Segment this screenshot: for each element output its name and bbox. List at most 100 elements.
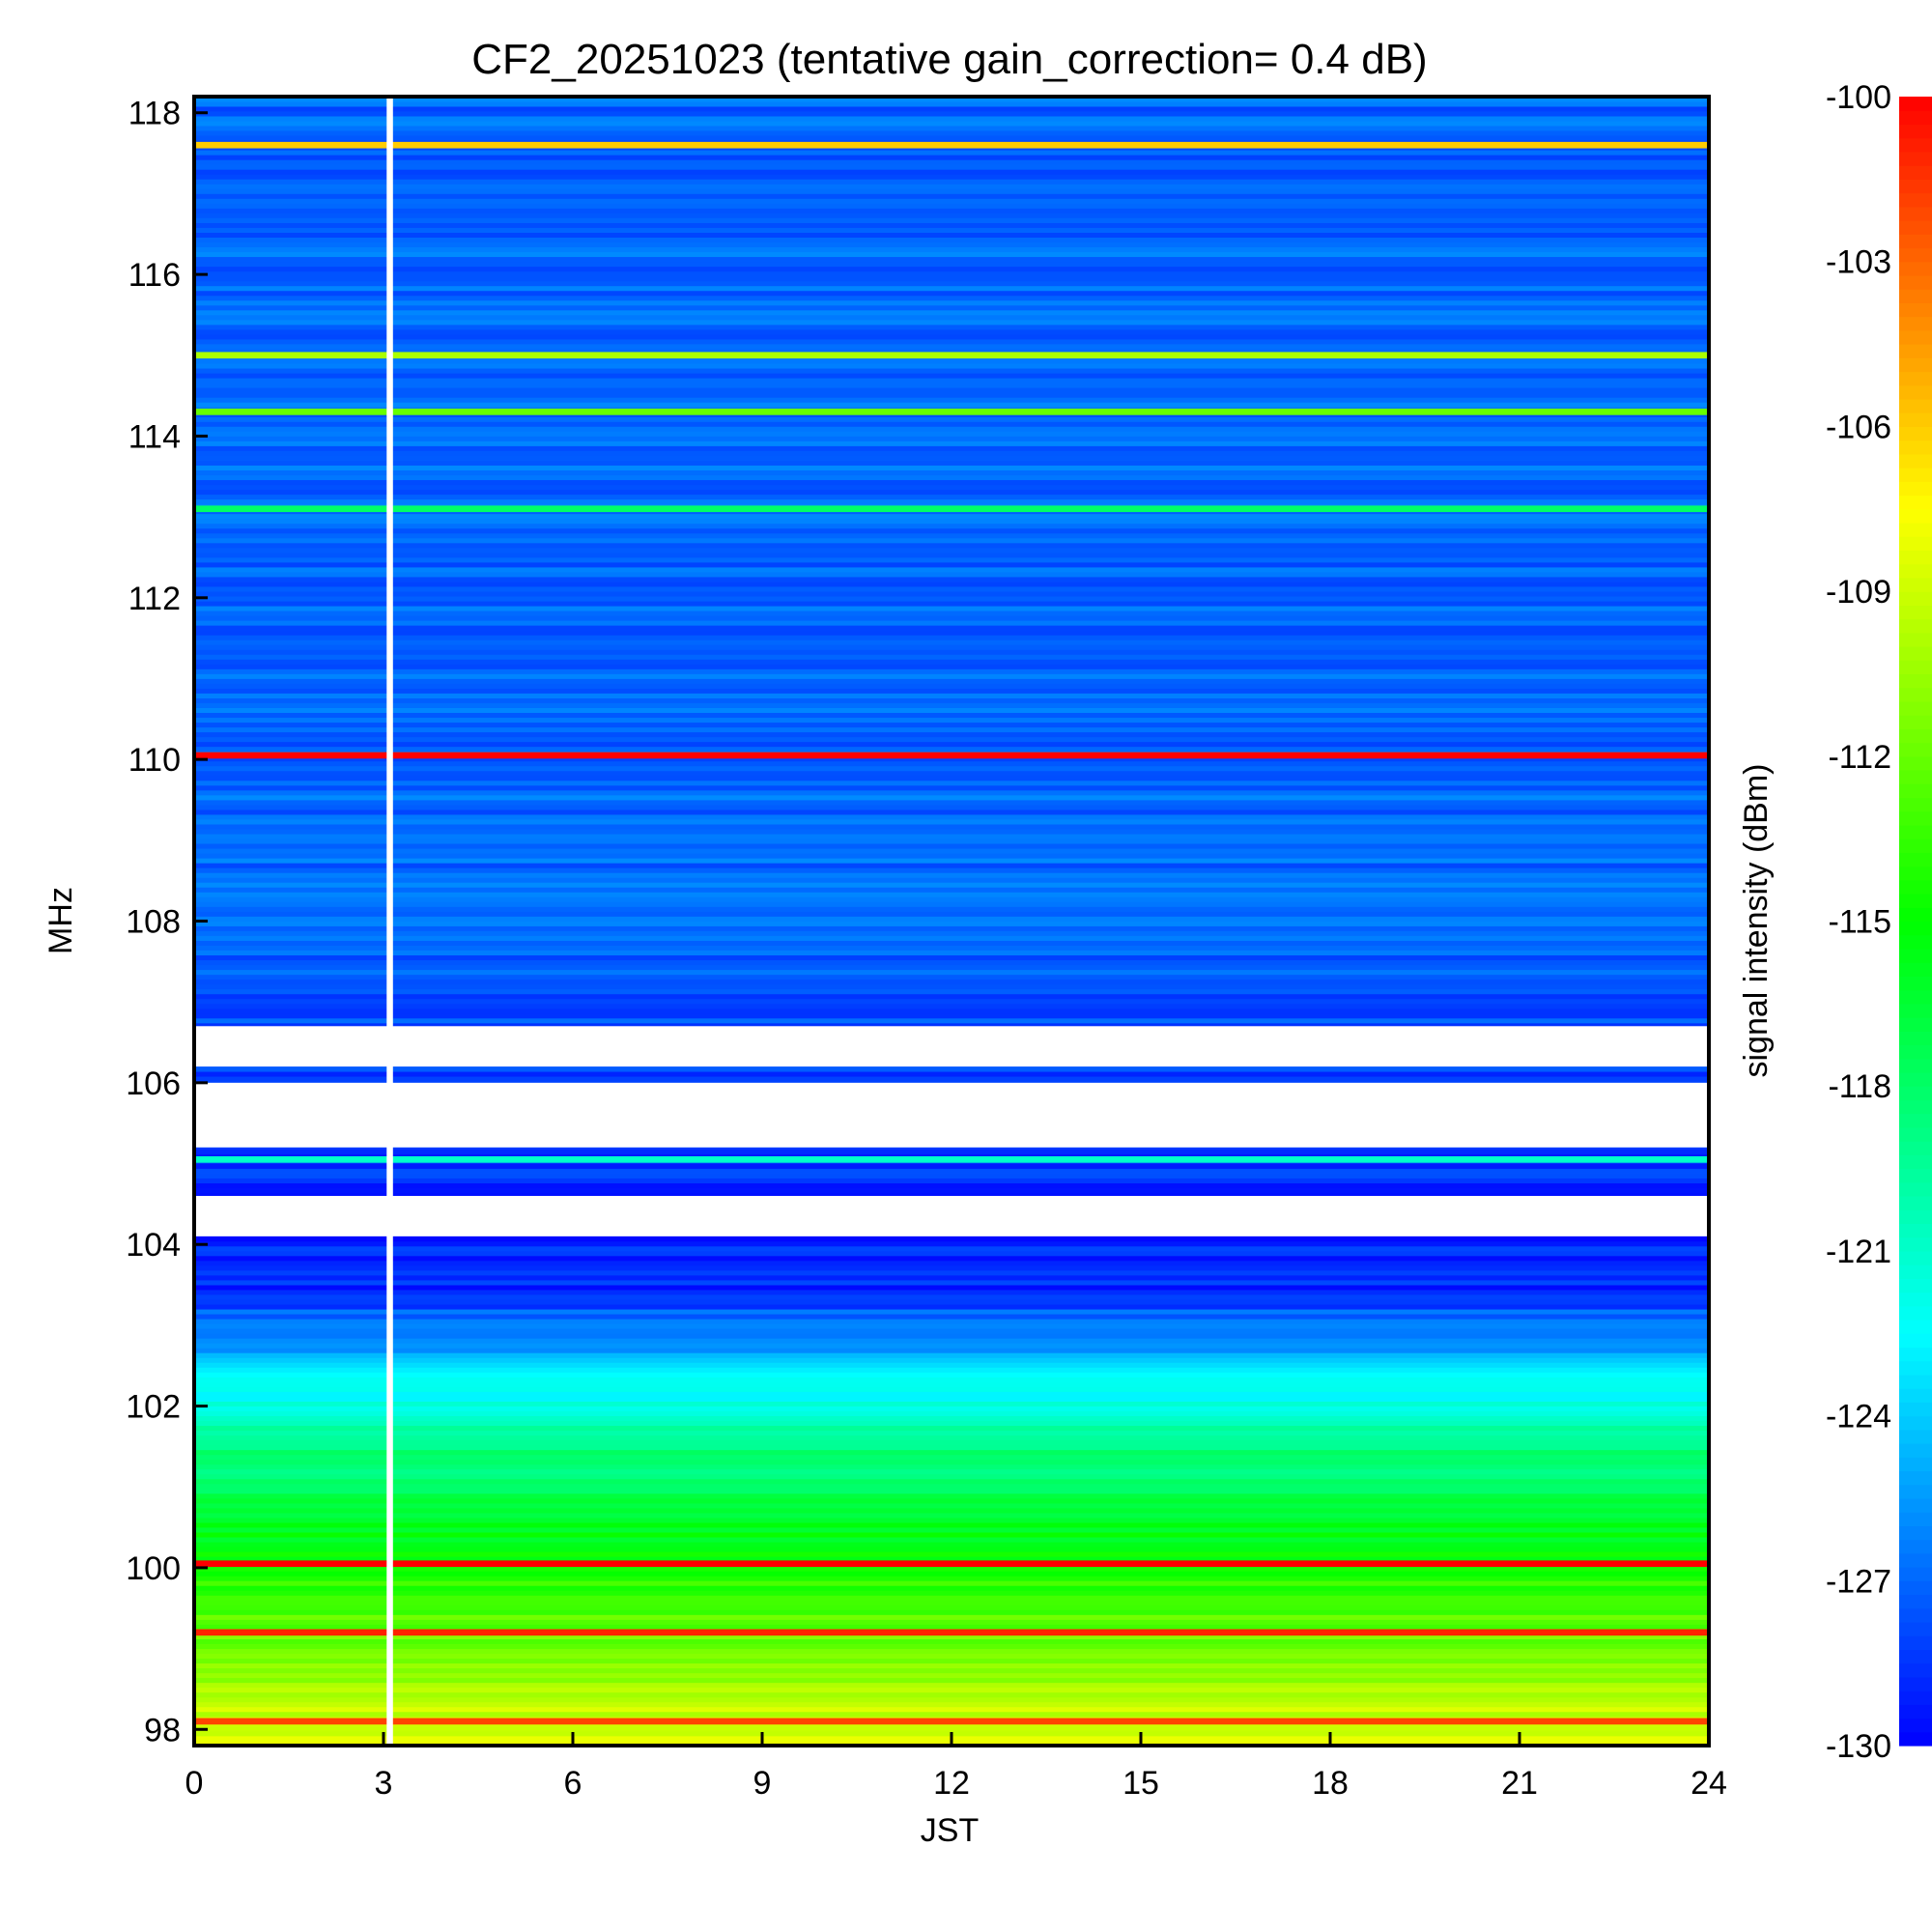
colorbar-segment — [1899, 838, 1932, 853]
heatmap-row — [194, 1071, 1709, 1077]
heatmap-row — [194, 896, 1709, 902]
colorbar-segment — [1899, 192, 1932, 208]
heatmap-row — [194, 1662, 1709, 1669]
heatmap-row — [194, 611, 1709, 616]
heatmap-row — [194, 1518, 1709, 1523]
heatmap-row — [194, 1502, 1709, 1509]
heatmap-row — [194, 1017, 1709, 1024]
heatmap-row — [194, 1701, 1709, 1708]
colorbar-segment — [1899, 261, 1932, 276]
heatmap-row — [194, 494, 1709, 500]
colorbar-segment — [1899, 1196, 1932, 1210]
heatmap-row — [194, 1386, 1709, 1392]
heatmap-row — [194, 620, 1709, 626]
heatmap-row — [194, 193, 1709, 199]
colorbar-segment — [1899, 1567, 1932, 1581]
heatmap-row — [194, 1696, 1709, 1703]
colorbar-segment — [1899, 755, 1932, 771]
heatmap-row — [194, 755, 1709, 762]
blank-region — [194, 1026, 1709, 1067]
heatmap-row — [194, 319, 1709, 326]
heatmap-row — [194, 935, 1709, 941]
colorbar-segment — [1899, 151, 1932, 166]
heatmap-row — [194, 1691, 1709, 1698]
heatmap-row — [194, 1362, 1709, 1368]
heatmap-row — [194, 251, 1709, 258]
heatmap-row — [194, 1348, 1709, 1353]
heatmap-row — [194, 1638, 1709, 1644]
colorbar-segment — [1899, 1333, 1932, 1349]
heatmap-row — [194, 460, 1709, 466]
heatmap-row — [194, 203, 1709, 209]
colorbar-segment — [1899, 989, 1932, 1005]
heatmap-row — [194, 97, 1709, 102]
heatmap-row — [194, 1396, 1709, 1402]
heatmap-row — [194, 111, 1709, 117]
blank-region — [386, 97, 393, 1746]
colorbar-segment — [1899, 329, 1932, 345]
colorbar-segment — [1899, 247, 1932, 263]
heatmap-row — [194, 397, 1709, 403]
heatmap-row — [194, 805, 1709, 810]
heatmap-row — [194, 256, 1709, 263]
heatmap-row — [194, 1468, 1709, 1475]
colorbar-segment — [1899, 1415, 1932, 1431]
colorbar — [1899, 97, 1932, 1747]
colorbar-segment — [1899, 1607, 1932, 1623]
heatmap-row — [194, 426, 1709, 432]
colorbar-segment — [1899, 1580, 1932, 1596]
heatmap-row — [194, 1343, 1709, 1349]
heatmap-row — [194, 654, 1709, 660]
heatmap-row — [194, 1173, 1709, 1179]
heatmap-row — [194, 126, 1709, 131]
heatmap-row — [194, 877, 1709, 883]
heatmap-row — [194, 843, 1709, 849]
heatmap-row — [194, 601, 1709, 607]
heatmap-row — [194, 1372, 1709, 1378]
colorbar-segment — [1899, 1457, 1932, 1472]
heatmap-row — [194, 1255, 1709, 1262]
heatmap-row — [194, 1585, 1709, 1591]
heatmap-row — [194, 1415, 1709, 1422]
heatmap-row — [194, 1275, 1709, 1281]
heatmap-row — [194, 964, 1709, 971]
heatmap-row — [194, 537, 1709, 544]
colorbar-segment — [1899, 976, 1932, 991]
heatmap-row — [194, 1420, 1709, 1427]
heatmap-row — [194, 921, 1709, 926]
colorbar-segment — [1899, 1443, 1932, 1458]
heatmap-row — [194, 726, 1709, 733]
colorbar-segment — [1899, 728, 1932, 744]
colorbar-segment — [1899, 894, 1932, 908]
colorbar-segment — [1899, 1236, 1932, 1252]
blank-region — [194, 1082, 1709, 1148]
colorbar-segment — [1899, 371, 1932, 386]
heatmap-row — [194, 1595, 1709, 1601]
heatmap-row — [194, 169, 1709, 175]
heatmap-row — [194, 1667, 1709, 1674]
colorbar-segment — [1899, 1690, 1932, 1705]
heatmap-row — [194, 498, 1709, 505]
heatmap-row — [194, 237, 1709, 243]
heatmap-row — [194, 916, 1709, 922]
heatmap-row — [194, 1168, 1709, 1174]
colorbar-segment — [1899, 1594, 1932, 1609]
colorbar-title: signal intensity (dBm) — [1738, 763, 1775, 1077]
heatmap-row — [194, 1163, 1709, 1169]
heatmap-row — [194, 179, 1709, 185]
heatmap-row — [194, 1260, 1709, 1266]
heatmap-row — [194, 1240, 1709, 1247]
heatmap-row — [194, 465, 1709, 470]
heatmap-row — [194, 1653, 1709, 1660]
colorbar-segment — [1899, 124, 1932, 139]
heatmap-row — [194, 722, 1709, 728]
colorbar-segment — [1899, 1704, 1932, 1719]
heatmap-row — [194, 416, 1709, 422]
heatmap-row — [194, 1527, 1709, 1533]
y-tick-label: 112 — [128, 581, 181, 617]
colorbar-segment — [1899, 1484, 1932, 1499]
heatmap-row — [194, 155, 1709, 160]
heatmap-row — [194, 688, 1709, 694]
heatmap-row — [194, 950, 1709, 956]
colorbar-segment — [1899, 495, 1932, 510]
